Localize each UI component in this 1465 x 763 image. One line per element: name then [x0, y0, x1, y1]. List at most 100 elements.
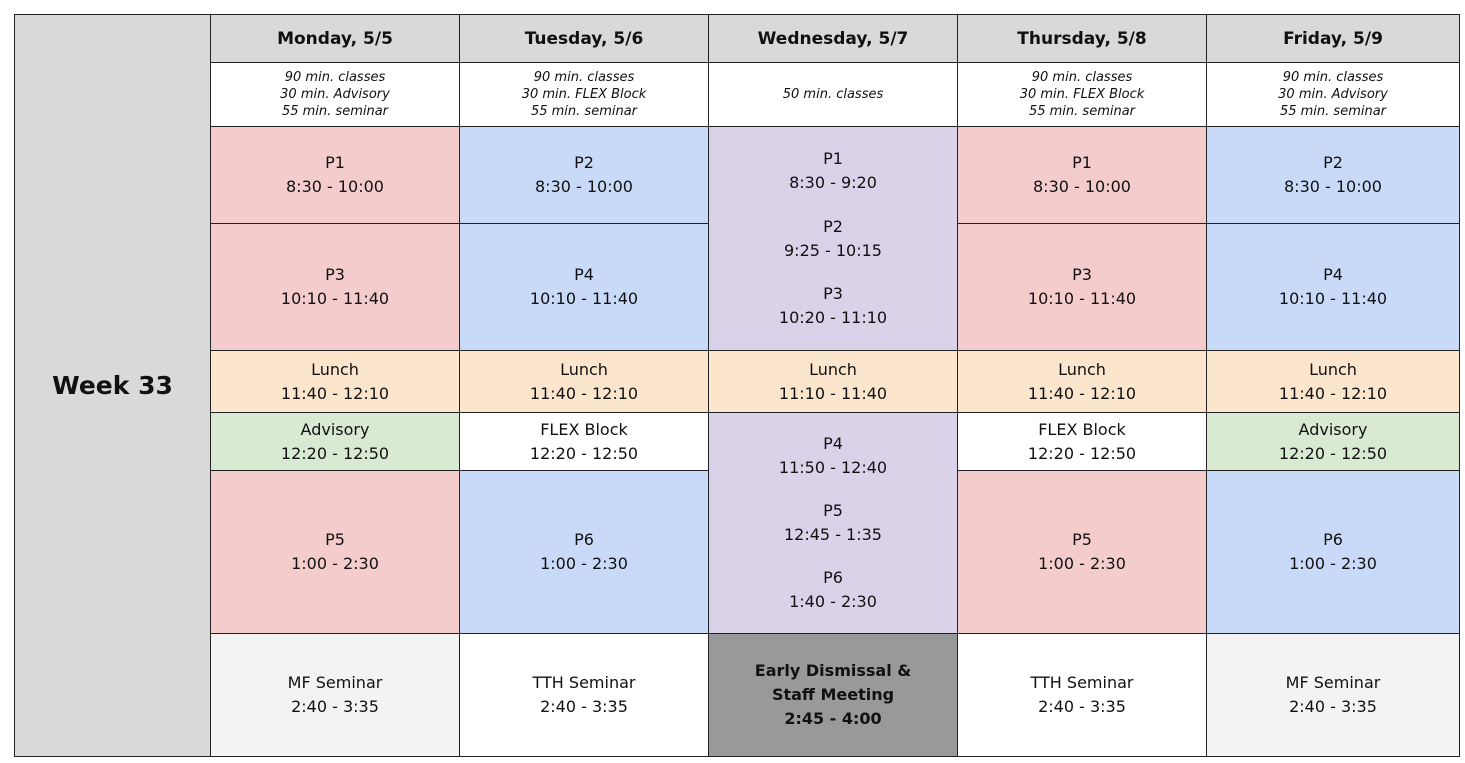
period-cell: P2 8:30 - 10:00	[1206, 126, 1460, 224]
day-notes: 90 min. classes 30 min. FLEX Block 55 min.…	[957, 62, 1207, 127]
period-block: Advisory 12:20 - 12:50	[1279, 418, 1387, 466]
period-cell: P2 8:30 - 10:00	[459, 126, 709, 224]
note-line: 55 min. seminar	[281, 104, 389, 119]
period-cell: Lunch 11:40 - 12:10	[210, 350, 460, 413]
period-block: Lunch 11:40 - 12:10	[281, 358, 389, 406]
period-cell: P3 10:10 - 11:40	[210, 223, 460, 351]
period-block: P6 1:00 - 2:30	[1289, 528, 1377, 576]
note-line: 30 min. FLEX Block	[1019, 87, 1145, 102]
day-header: Wednesday, 5/7	[708, 14, 958, 63]
period-line: P5	[325, 530, 345, 549]
period-line: P3	[823, 284, 843, 304]
period-cell: P4 10:10 - 11:40	[1206, 223, 1460, 351]
period-cell: MF Seminar 2:40 - 3:35	[210, 633, 460, 757]
period-line: Lunch	[1058, 359, 1106, 379]
period-cell: P5 1:00 - 2:30	[210, 470, 460, 634]
period-line: P1	[823, 148, 843, 168]
period-line: MF Seminar	[1285, 673, 1381, 692]
period-line: 11:10 - 11:40	[778, 383, 888, 403]
period-line: 1:00 - 2:30	[291, 554, 379, 573]
period-cell: P1 8:30 - 10:00	[210, 126, 460, 224]
period-line: 12:20 - 12:50	[1027, 443, 1137, 463]
period-line: TTH Seminar	[532, 673, 636, 692]
period-block: P1 8:30 - 10:00	[286, 151, 384, 199]
period-block: P2 8:30 - 10:00	[1284, 151, 1382, 199]
note-line: 55 min. seminar	[530, 104, 638, 119]
period-line: 1:00 - 2:30	[1038, 554, 1126, 573]
week-title: Week 33	[52, 370, 173, 400]
day-header: Thursday, 5/8	[957, 14, 1207, 63]
period-cell: FLEX Block 12:20 - 12:50	[459, 412, 709, 471]
period-block: P3 10:10 - 11:40	[281, 263, 389, 311]
period-block: P4 11:50 - 12:40	[779, 432, 887, 480]
period-line: 10:20 - 11:10	[778, 308, 888, 328]
period-line: TTH Seminar	[1030, 673, 1134, 692]
period-cell: P6 1:00 - 2:30	[1206, 470, 1460, 634]
period-line: 10:10 - 11:40	[280, 289, 390, 308]
period-cell: P1 8:30 - 9:20 P2 9:25 - 10:15 P3 10:20 - 11:…	[708, 126, 958, 351]
period-line: P6	[1323, 530, 1343, 549]
period-line: P5	[1072, 530, 1092, 549]
period-block: TTH Seminar 2:40 - 3:35	[1031, 671, 1134, 719]
period-block: FLEX Block 12:20 - 12:50	[1028, 418, 1136, 466]
period-line: 11:40 - 12:10	[1278, 383, 1388, 403]
period-cell: P1 8:30 - 10:00	[957, 126, 1207, 224]
period-cell: P4 10:10 - 11:40	[459, 223, 709, 351]
period-line: 2:40 - 3:35	[1289, 697, 1377, 716]
period-line: P6	[574, 530, 594, 549]
period-line: 8:30 - 9:20	[789, 172, 877, 192]
period-block: Lunch 11:40 - 12:10	[1279, 358, 1387, 406]
period-line: 11:40 - 12:10	[280, 383, 390, 403]
period-line: P5	[823, 501, 843, 520]
note-line: 90 min. classes	[533, 70, 635, 85]
period-line: 11:40 - 12:10	[1027, 383, 1137, 403]
note-line: 55 min. seminar	[1279, 104, 1387, 119]
period-line: 12:20 - 12:50	[280, 443, 390, 463]
period-line: MF Seminar	[287, 673, 383, 692]
period-block: P5 1:00 - 2:30	[1038, 528, 1126, 576]
period-line: 8:30 - 10:00	[286, 177, 384, 196]
week-label: Week 33	[14, 14, 211, 757]
note-line: 90 min. classes	[284, 70, 386, 85]
period-cell: Lunch 11:40 - 12:10	[1206, 350, 1460, 413]
day-notes: 90 min. classes 30 min. FLEX Block 55 min.…	[459, 62, 709, 127]
period-line: FLEX Block	[1038, 419, 1126, 439]
period-line: 8:30 - 10:00	[1284, 177, 1382, 196]
period-line: 9:25 - 10:15	[784, 240, 882, 260]
period-line: 2:40 - 3:35	[291, 697, 379, 716]
day-title: Wednesday, 5/7	[757, 28, 909, 49]
day-notes: 90 min. classes 30 min. Advisory 55 min. s…	[1206, 62, 1460, 127]
period-cell: FLEX Block 12:20 - 12:50	[957, 412, 1207, 471]
day-header: Friday, 5/9	[1206, 14, 1460, 63]
note-line: 90 min. classes	[1282, 70, 1384, 85]
period-line: Staff Meeting	[771, 685, 895, 704]
period-line: 1:40 - 2:30	[789, 592, 877, 611]
period-line: Lunch	[1309, 359, 1357, 379]
period-block: Advisory 12:20 - 12:50	[281, 418, 389, 466]
period-cell: P3 10:10 - 11:40	[957, 223, 1207, 351]
period-block: P2 9:25 - 10:15	[784, 215, 882, 263]
note-line: 30 min. Advisory	[280, 87, 390, 102]
period-line: Advisory	[300, 419, 370, 439]
period-cell: Lunch 11:10 - 11:40	[708, 350, 958, 413]
period-cell: Lunch 11:40 - 12:10	[459, 350, 709, 413]
period-line: Lunch	[560, 359, 608, 379]
period-cell: P6 1:00 - 2:30	[459, 470, 709, 634]
period-cell: Early Dismissal & Staff Meeting 2:45 - 4:0…	[708, 633, 958, 757]
period-block: P5 12:45 - 1:35	[784, 499, 882, 547]
period-block: Lunch 11:40 - 12:10	[530, 358, 638, 406]
period-line: 8:30 - 10:00	[535, 177, 633, 196]
note-line: 55 min. seminar	[1028, 104, 1136, 119]
period-line: P2	[823, 216, 843, 236]
period-line: 11:50 - 12:40	[778, 458, 888, 477]
period-line: 12:45 - 1:35	[784, 525, 882, 544]
period-line: 2:40 - 3:35	[1038, 697, 1126, 716]
period-block: P1 8:30 - 10:00	[1033, 151, 1131, 199]
day-title: Monday, 5/5	[277, 28, 393, 49]
period-block: Early Dismissal & Staff Meeting 2:45 - 4:0…	[755, 659, 911, 731]
period-line: P4	[574, 265, 594, 284]
day-title: Tuesday, 5/6	[524, 28, 644, 49]
period-block: P3 10:10 - 11:40	[1028, 263, 1136, 311]
period-line: 8:30 - 10:00	[1033, 177, 1131, 196]
period-cell: Advisory 12:20 - 12:50	[210, 412, 460, 471]
